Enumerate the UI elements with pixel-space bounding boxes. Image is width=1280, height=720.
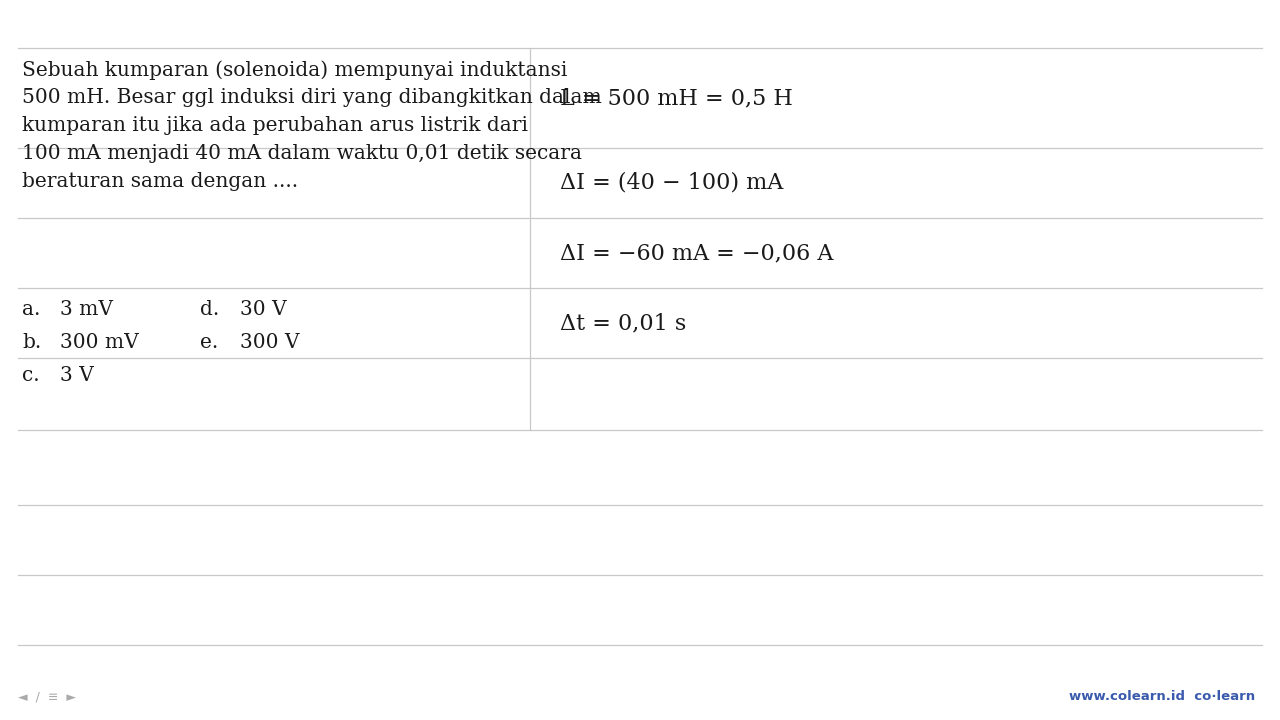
Text: 300 mV: 300 mV — [60, 333, 138, 352]
Text: 30 V: 30 V — [241, 300, 287, 319]
Text: L = 500 mH = 0,5 H: L = 500 mH = 0,5 H — [561, 87, 792, 109]
Text: 3 V: 3 V — [60, 366, 93, 385]
Text: 3 mV: 3 mV — [60, 300, 113, 319]
Text: 300 V: 300 V — [241, 333, 300, 352]
Text: ◄  /  ≡  ►: ◄ / ≡ ► — [18, 690, 76, 703]
Text: ΔI = −60 mA = −0,06 A: ΔI = −60 mA = −0,06 A — [561, 242, 833, 264]
Text: Δt = 0,01 s: Δt = 0,01 s — [561, 312, 686, 334]
Text: c.: c. — [22, 366, 40, 385]
Text: d.: d. — [200, 300, 219, 319]
Text: ΔI = (40 − 100) mA: ΔI = (40 − 100) mA — [561, 172, 783, 194]
Text: b.: b. — [22, 333, 41, 352]
Text: www.colearn.id  co·learn: www.colearn.id co·learn — [1069, 690, 1254, 703]
Text: Sebuah kumparan (solenoida) mempunyai induktansi: Sebuah kumparan (solenoida) mempunyai in… — [22, 60, 567, 80]
Text: 100 mA menjadi 40 mA dalam waktu 0,01 detik secara: 100 mA menjadi 40 mA dalam waktu 0,01 de… — [22, 144, 582, 163]
Text: beraturan sama dengan ....: beraturan sama dengan .... — [22, 172, 298, 191]
Text: e.: e. — [200, 333, 219, 352]
Text: 500 mH. Besar ggl induksi diri yang dibangkitkan dalam: 500 mH. Besar ggl induksi diri yang diba… — [22, 88, 602, 107]
Text: a.: a. — [22, 300, 41, 319]
Text: kumparan itu jika ada perubahan arus listrik dari: kumparan itu jika ada perubahan arus lis… — [22, 116, 529, 135]
